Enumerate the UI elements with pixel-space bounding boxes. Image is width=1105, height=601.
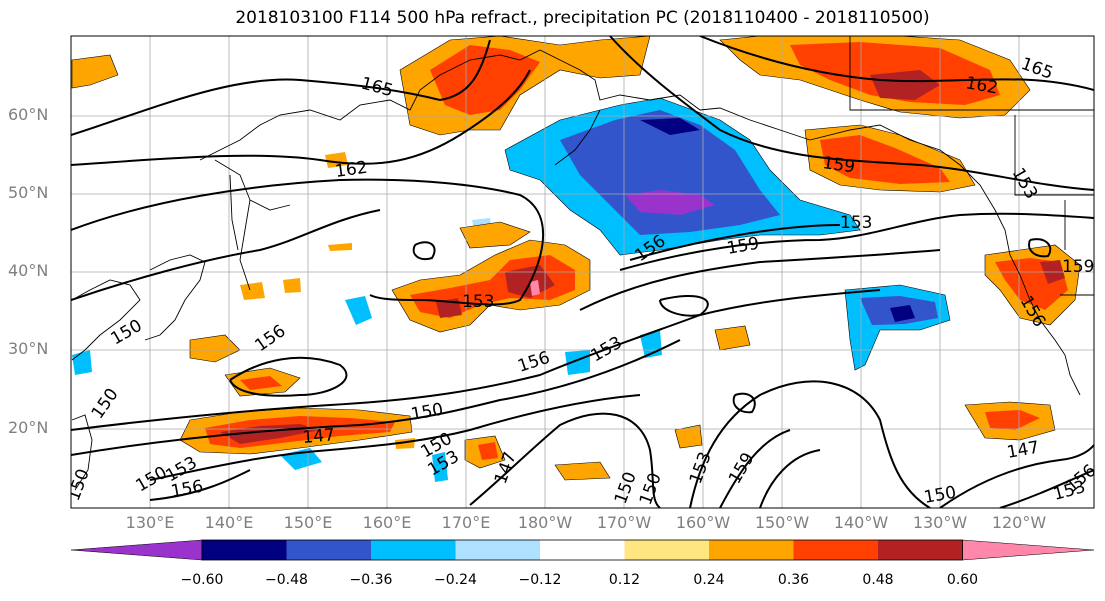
lon-label: 130°E — [125, 513, 175, 532]
colorbar-segment — [286, 540, 371, 560]
lon-label: 160°E — [362, 513, 412, 532]
precip-positive-fills — [71, 36, 1081, 481]
lon-label: 150°E — [283, 513, 333, 532]
graticule — [71, 36, 1094, 508]
map-frame — [70, 35, 1095, 509]
lon-label: 170°E — [441, 513, 491, 532]
colorbar-tick-label: −0.24 — [434, 572, 477, 588]
contour-label: 159 — [821, 153, 856, 177]
lon-label: 120°W — [991, 513, 1047, 532]
colorbar-tick-label: −0.12 — [518, 572, 562, 588]
contour-label: 153 — [462, 292, 494, 312]
colorbar — [70, 539, 1095, 561]
colorbar-tick-label: 0.24 — [693, 572, 725, 588]
colorbar-tick-label: −0.48 — [265, 572, 308, 588]
contour-label: 147 — [302, 425, 336, 448]
colorbar-segment — [624, 540, 709, 560]
colorbar-tick-label: 0.36 — [777, 572, 810, 588]
lon-label: 170°W — [596, 513, 652, 532]
lat-label: 40°N — [8, 261, 49, 280]
colorbar-segment — [202, 540, 287, 560]
colorbar-segment — [540, 540, 625, 560]
precip-negative-fills — [72, 97, 951, 482]
contour-label: 153 — [840, 213, 872, 233]
lon-label: 140°W — [833, 513, 889, 532]
colorbar-tick-label: 0.48 — [862, 572, 894, 588]
colorbar-tick-label: 0.12 — [608, 572, 641, 588]
lat-label: 30°N — [8, 339, 49, 358]
lat-label: 50°N — [8, 183, 49, 202]
colorbar-tick-label: 0.60 — [946, 572, 979, 588]
contour-lines — [71, 36, 1094, 508]
colorbar-extend-low — [70, 539, 203, 561]
colorbar-segment — [709, 540, 794, 560]
contour-label: 159 — [1062, 257, 1094, 277]
colorbar-segment — [878, 540, 963, 560]
colorbar-extend-high — [962, 539, 1095, 561]
colorbar-segment — [793, 540, 878, 560]
lat-label: 20°N — [8, 418, 49, 437]
lon-label: 180°W — [517, 513, 573, 532]
colorbar-segment — [455, 540, 540, 560]
lon-label: 160°W — [675, 513, 731, 532]
contour-label: 162 — [334, 158, 369, 182]
lon-label: 150°W — [754, 513, 810, 532]
colorbar-segment — [371, 540, 456, 560]
colorbar-tick-label: −0.60 — [180, 572, 224, 588]
lon-label: 130°W — [912, 513, 968, 532]
lon-label: 140°E — [204, 513, 254, 532]
lat-label: 60°N — [8, 105, 49, 124]
colorbar-tick-label: −0.36 — [349, 572, 393, 588]
map-title: 2018103100 F114 500 hPa refract., precip… — [235, 8, 930, 28]
